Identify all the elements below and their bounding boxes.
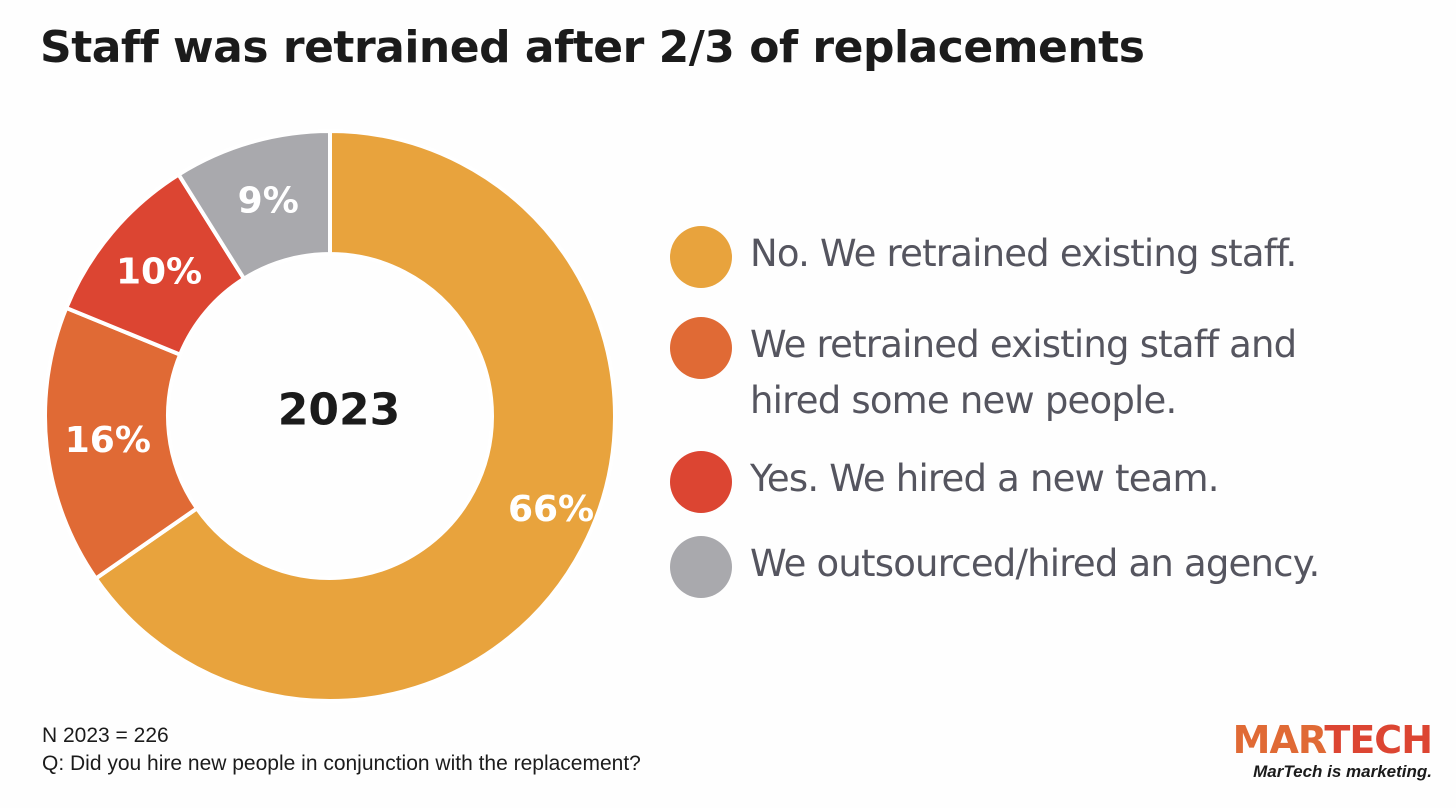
martech-logo: MARTECH MarTech is marketing. bbox=[1232, 718, 1433, 782]
logo-wordmark: MARTECH bbox=[1232, 718, 1433, 762]
legend-label-agency: We outsourced/hired an agency. bbox=[750, 542, 1320, 585]
slice-agency bbox=[175, 128, 332, 282]
legend-swatch-retrained-and-hired bbox=[670, 317, 732, 379]
legend-swatch-new-team bbox=[670, 451, 732, 513]
legend-swatch-agency bbox=[670, 536, 732, 598]
legend-label-retrained: No. We retrained existing staff. bbox=[750, 232, 1297, 275]
legend-label-retrained-and-hired: We retrained existing staff and hired so… bbox=[750, 323, 1297, 422]
slice-label-agency: 9% bbox=[238, 181, 299, 222]
chart-title: Staff was retrained after 2/3 of replace… bbox=[40, 22, 1145, 73]
survey-question: Q: Did you hire new people in conjunctio… bbox=[42, 752, 641, 775]
slice-label-retrained: 66% bbox=[508, 489, 594, 530]
legend-item-new-team: Yes. We hired a new team. bbox=[670, 451, 1390, 513]
legend-item-retrained: No. We retrained existing staff. bbox=[670, 226, 1390, 288]
logo-part-mar: MAR bbox=[1232, 718, 1326, 762]
donut-chart: 66% 16% 10% 9% 2023 bbox=[43, 128, 617, 703]
logo-tagline: MarTech is marketing. bbox=[1253, 762, 1432, 781]
logo-part-tech: TECH bbox=[1324, 718, 1433, 762]
legend-label-new-team: Yes. We hired a new team. bbox=[750, 457, 1220, 500]
legend-item-retrained-and-hired: We retrained existing staff and hired so… bbox=[670, 317, 1390, 429]
center-year-label: 2023 bbox=[278, 385, 400, 436]
legend-item-agency: We outsourced/hired an agency. bbox=[670, 536, 1390, 598]
slice-label-retrained-and-hired: 16% bbox=[65, 420, 151, 461]
slice-label-new-team: 10% bbox=[116, 252, 202, 293]
sample-size: N 2023 = 226 bbox=[42, 724, 169, 747]
footnote: N 2023 = 226 Q: Did you hire new people … bbox=[42, 722, 641, 778]
slice-retrained-and-hired bbox=[43, 305, 200, 582]
legend-swatch-retrained bbox=[670, 226, 732, 288]
slice-retrained bbox=[93, 128, 617, 703]
